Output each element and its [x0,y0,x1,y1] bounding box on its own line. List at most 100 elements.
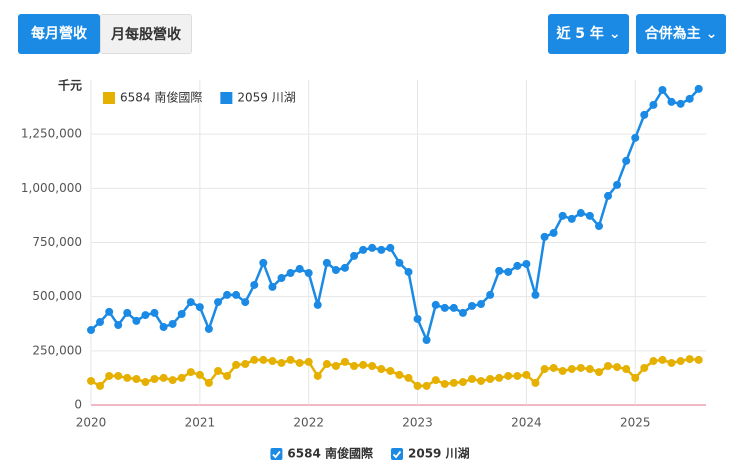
data-point [268,282,277,291]
data-point [123,373,132,382]
data-point [177,310,186,318]
data-point [558,366,567,375]
data-point [322,258,331,267]
tab[interactable]: 月每股營收 [100,14,192,54]
data-point [322,360,331,369]
data-point [177,373,186,382]
data-point [259,355,268,364]
data-point [295,264,304,273]
data-point [159,323,168,331]
checkmark [392,450,402,459]
data-point [395,370,404,379]
data-point [440,303,449,312]
data-point [241,298,250,307]
dropdown[interactable]: 合併為主 ⌄ [636,14,726,54]
data-point [214,366,223,375]
data-point [685,355,694,364]
data-point [404,267,413,276]
y-tick-label: 250,000 [32,343,82,357]
data-point [132,316,141,325]
data-point [150,308,159,317]
y-tick-label: 0 [74,398,82,412]
data-point [277,274,286,283]
data-point [195,303,204,312]
data-point [350,362,359,370]
chevron: ⌄ [608,26,621,42]
data-point [114,321,123,330]
data-point [531,378,540,387]
data-point [649,357,658,366]
legend-toggle[interactable]: 2059 川湖 [391,446,470,461]
y-tick-label: 1,250,000 [21,127,82,141]
data-point [195,370,204,379]
data-point [640,363,649,372]
data-point [431,376,440,385]
data-point [549,228,558,237]
data-point [576,363,585,372]
legend-toggle[interactable]: 6584 南俊國際 [270,446,373,461]
data-point [368,243,377,252]
data-point [331,362,340,370]
data-point [613,180,622,189]
tab[interactable]: 每月營收 [18,14,100,54]
data-point [340,263,349,272]
y-tick-label: 1,000,000 [21,181,82,195]
data-point [286,355,295,364]
legend-swatch [220,92,233,104]
data-point [467,375,476,383]
x-tick-label: 2024 [511,416,542,430]
data-point [486,375,495,383]
data-point [386,243,395,252]
dropdown-label: 合併為主 [644,26,701,42]
data-point [449,303,458,312]
data-point [204,378,213,387]
data-point [667,358,676,367]
data-point [595,222,604,231]
data-point [676,357,685,366]
data-point [368,362,377,370]
data-point [87,326,95,335]
data-point [585,211,594,220]
data-point [141,378,150,387]
legend-label: 2059 川湖 [237,90,295,105]
data-point [304,269,313,278]
data-point [685,94,694,103]
data-point [404,373,413,382]
data-point [214,298,223,307]
data-point [522,370,531,379]
data-point [522,259,531,268]
data-point [477,376,486,385]
data-point [640,110,649,119]
data-point [549,363,558,372]
data-point [458,308,467,317]
data-point [105,307,114,316]
data-point [604,191,613,200]
data-point [186,368,195,377]
data-point [268,357,277,366]
y-unit: 千元 [58,78,82,93]
data-point [87,376,95,385]
data-point [422,336,431,344]
dropdown-label: 近 5 年 [556,26,604,42]
data-point [467,301,476,310]
data-point [313,300,322,309]
data-point [340,357,349,366]
data-point [141,311,150,320]
checkbox [391,448,403,460]
chevron: ⌄ [705,26,718,42]
data-point [250,355,259,364]
legend-label: 6584 南俊國際 [120,90,202,105]
x-tick-label: 2025 [620,416,651,430]
data-point [232,290,241,299]
data-point [694,84,703,93]
data-point [513,261,522,270]
data-point [631,373,640,382]
data-point [531,290,540,299]
dropdown[interactable]: 近 5 年 ⌄ [548,14,629,54]
data-point [159,373,168,382]
data-point [259,258,268,267]
data-point [504,371,513,380]
data-point [513,371,522,380]
data-point [486,290,495,299]
